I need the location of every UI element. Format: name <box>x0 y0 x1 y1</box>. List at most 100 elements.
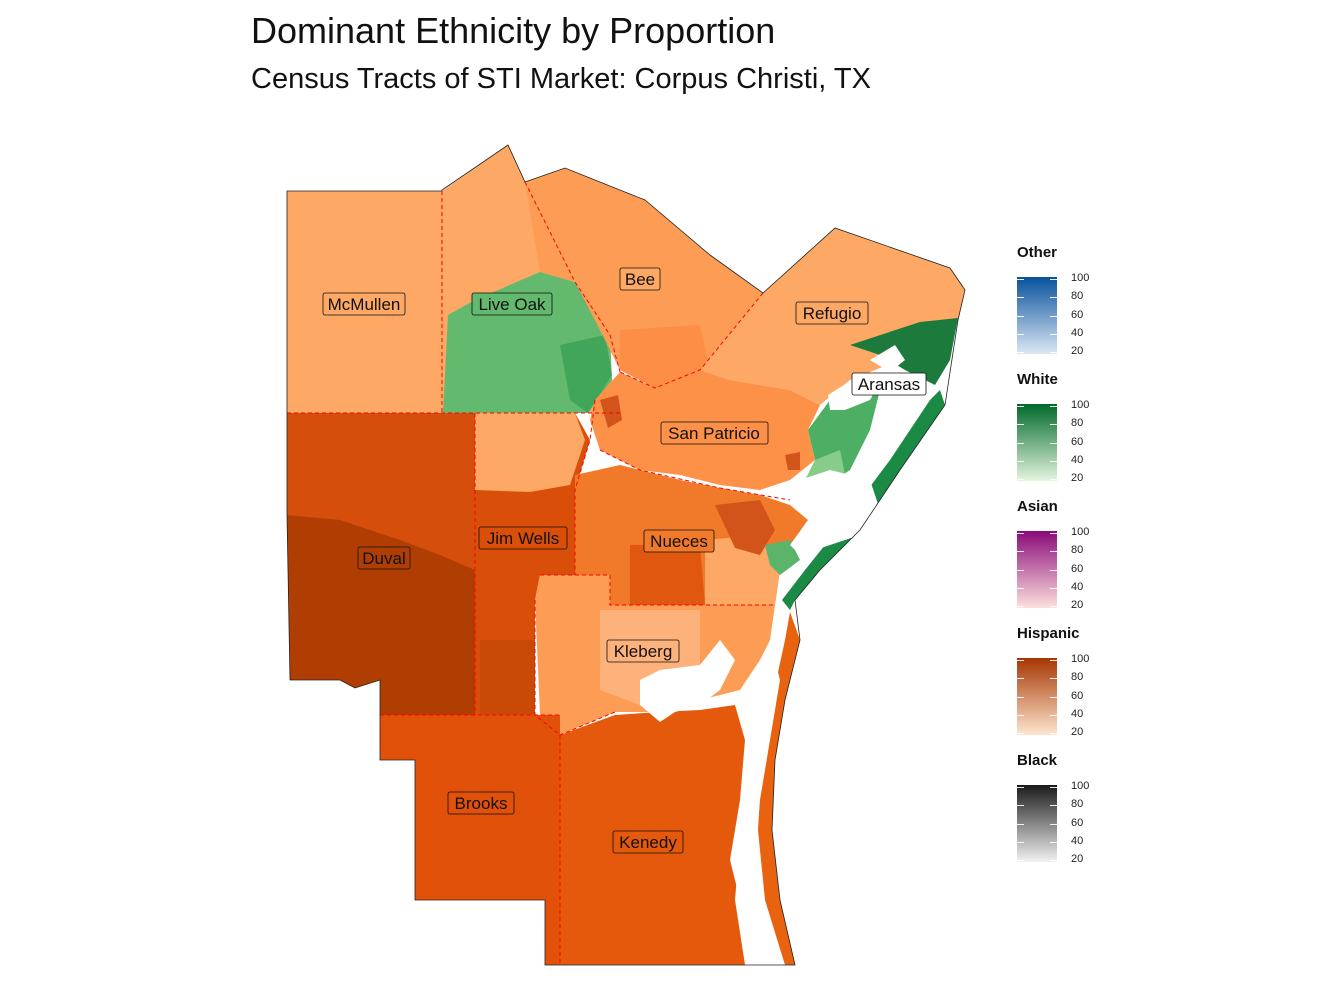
legend-tick-label: 60 <box>1071 689 1084 702</box>
nueces-urban-white <box>765 540 800 575</box>
svg-text:Jim Wells: Jim Wells <box>487 529 559 548</box>
legend-tick-mark <box>1050 442 1057 444</box>
legend-asian: Asian 100 80 60 40 20 <box>1016 498 1136 625</box>
legend-tick-mark <box>1017 841 1024 843</box>
map-subtitle: Census Tracts of STI Market: Corpus Chri… <box>251 63 871 95</box>
legend-tick-label: 100 <box>1071 526 1090 538</box>
legend-tick-mark <box>1017 606 1024 607</box>
legend-tick-mark <box>1050 714 1057 716</box>
label-refugio: Refugio <box>795 301 869 325</box>
legend-tick-mark <box>1017 479 1024 480</box>
legend-tick-mark <box>1050 660 1057 661</box>
legend-tick-mark <box>1017 460 1024 462</box>
legend-tick-mark <box>1017 587 1024 589</box>
legend-tick-mark <box>1017 787 1024 788</box>
label-kleberg: Kleberg <box>606 639 680 663</box>
legend-tick-mark <box>1050 297 1057 299</box>
legend-tick-mark <box>1050 696 1057 698</box>
legend-tick-mark <box>1050 678 1057 680</box>
legend-tick-mark <box>1050 533 1057 534</box>
legend-title: Other <box>1017 244 1058 261</box>
legend-tick-label: 80 <box>1071 671 1084 684</box>
svg-text:Kleberg: Kleberg <box>614 642 673 661</box>
svg-text:Aransas: Aransas <box>858 375 920 394</box>
legend-tick-mark <box>1017 714 1024 716</box>
legend-tick-label: 80 <box>1071 417 1084 430</box>
legend-tick-mark <box>1017 406 1024 407</box>
bee-tract-mid <box>620 325 710 388</box>
baffin-bay <box>640 640 735 722</box>
legend-black: Black 100 80 60 40 20 <box>1016 752 1136 879</box>
laguna-madre <box>735 640 780 965</box>
legend-tick-mark <box>1050 460 1057 462</box>
county-aransas <box>850 318 958 385</box>
legend-tick-mark <box>1017 860 1024 861</box>
legend-tick-mark <box>1017 805 1024 807</box>
legend-tick-mark <box>1017 297 1024 299</box>
legend-tick-mark <box>1050 569 1057 571</box>
legend-title: White <box>1017 371 1058 388</box>
legend-tick-mark <box>1017 696 1024 698</box>
county-brooks <box>380 715 560 965</box>
legend-tick-mark <box>1017 279 1024 280</box>
legend-tick-label: 60 <box>1071 562 1084 575</box>
legend-other: Other 100 80 60 40 20 <box>1016 244 1136 371</box>
county-borders <box>287 181 791 965</box>
legend-tick-label: 100 <box>1071 399 1090 411</box>
legend-tick-mark <box>1017 569 1024 571</box>
svg-text:Duval: Duval <box>362 549 405 568</box>
svg-text:Bee: Bee <box>625 270 655 289</box>
market-outline <box>286 144 966 966</box>
legend-tick-mark <box>1050 333 1057 335</box>
legend-tick-mark <box>1017 551 1024 553</box>
legend-tick-label: 60 <box>1071 816 1084 829</box>
padre-island-south <box>758 612 800 965</box>
legend-tick-mark <box>1050 733 1057 734</box>
legend-tick-label: 40 <box>1071 326 1084 339</box>
svg-text:Live Oak: Live Oak <box>478 295 546 314</box>
svg-text:Kenedy: Kenedy <box>619 833 677 852</box>
legend-tick-mark <box>1017 660 1024 661</box>
legend-tick-label: 100 <box>1071 653 1090 665</box>
label-duval: Duval <box>357 546 411 570</box>
label-aransas: Aransas <box>851 372 927 396</box>
legend-hispanic: Hispanic 100 80 60 40 20 <box>1016 625 1136 752</box>
legend-tick-label: 20 <box>1071 599 1084 611</box>
legend-white: White 100 80 60 40 20 <box>1016 371 1136 498</box>
legend-tick-label: 40 <box>1071 453 1084 466</box>
legend-tick-mark <box>1050 841 1057 843</box>
legend-tick-label: 100 <box>1071 272 1090 284</box>
legend-tick-mark <box>1017 442 1024 444</box>
legend-tick-mark <box>1017 823 1024 825</box>
legend-tick-mark <box>1050 424 1057 426</box>
corpus-christi-bay <box>760 470 880 555</box>
label-jim-wells: Jim Wells <box>478 526 568 550</box>
legend-tick-label: 60 <box>1071 435 1084 448</box>
legend-tick-mark <box>1050 551 1057 553</box>
legend-tick-mark <box>1017 678 1024 680</box>
label-bee: Bee <box>619 267 661 291</box>
legend-tick-mark <box>1050 352 1057 353</box>
legend-tick-label: 40 <box>1071 834 1084 847</box>
legend-tick-label: 20 <box>1071 726 1084 738</box>
legend-tick-label: 80 <box>1071 798 1084 811</box>
legend-tick-mark <box>1050 479 1057 480</box>
legend-tick-mark <box>1050 787 1057 788</box>
san-patricio-tract-dark <box>600 395 622 428</box>
legend-tick-mark <box>1050 279 1057 280</box>
svg-text:McMullen: McMullen <box>328 295 401 314</box>
legend-tick-label: 60 <box>1071 308 1084 321</box>
live-oak-white-tract-dark <box>560 335 612 413</box>
svg-text:Brooks: Brooks <box>455 794 508 813</box>
legend-tick-label: 100 <box>1071 780 1090 792</box>
county-labels: McMullen Live Oak Bee Refugio Aransas Sa… <box>322 267 927 854</box>
legend-tick-mark <box>1017 533 1024 534</box>
nueces-tract-dark <box>630 545 705 605</box>
label-san-patricio: San Patricio <box>660 421 769 445</box>
legend-tick-mark <box>1050 315 1057 317</box>
legend-tick-label: 40 <box>1071 707 1084 720</box>
legend-tick-mark <box>1017 733 1024 734</box>
legend-tick-mark <box>1050 406 1057 407</box>
legend-title: Asian <box>1017 498 1058 515</box>
